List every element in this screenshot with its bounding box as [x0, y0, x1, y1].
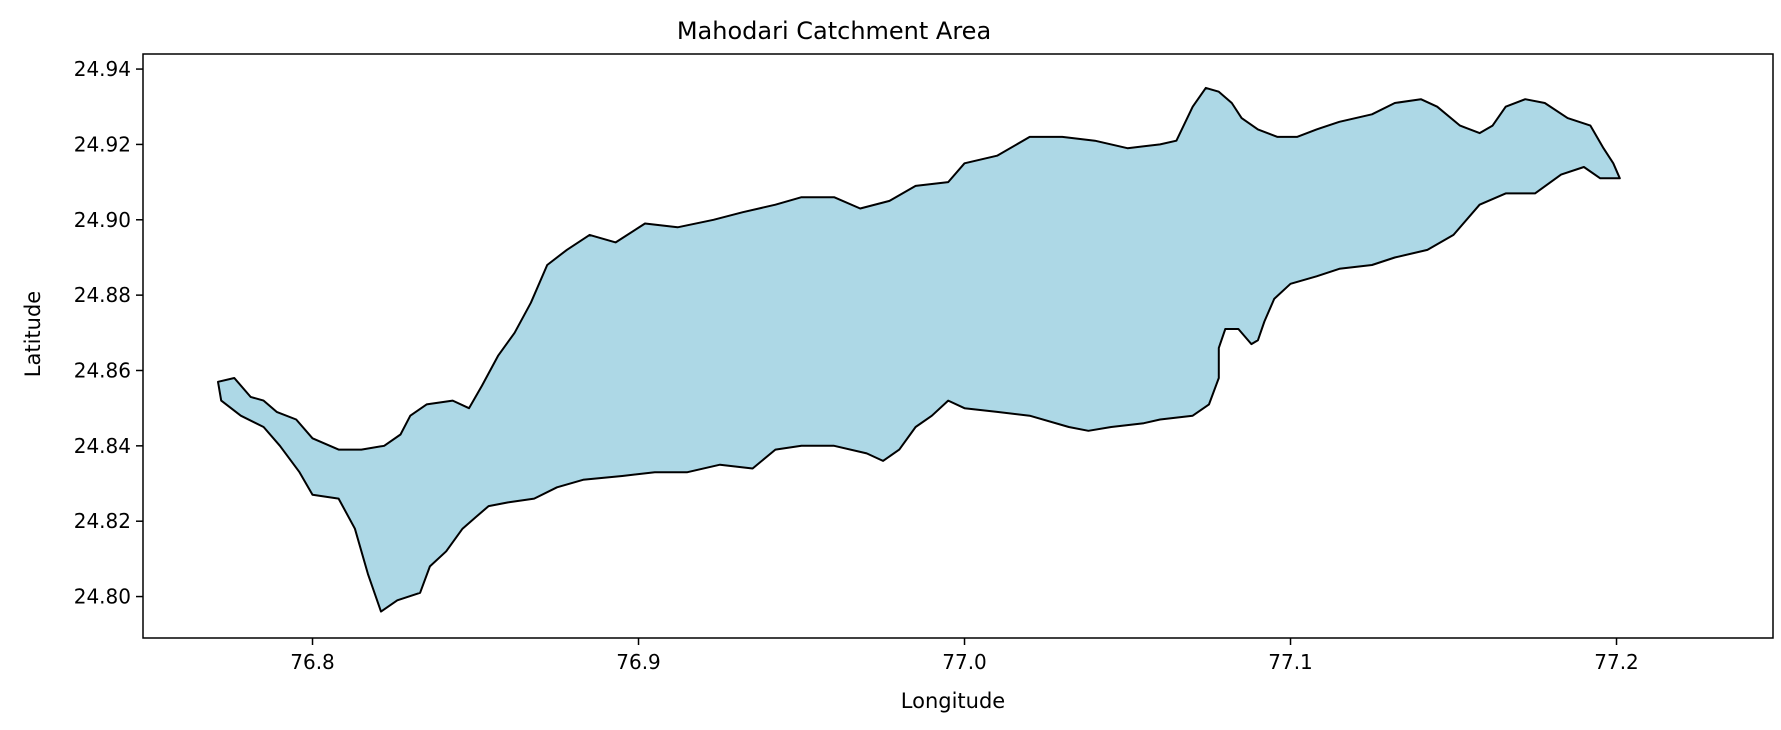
y-tick-label: 24.86 — [74, 358, 131, 382]
y-tick-label: 24.84 — [74, 434, 131, 458]
y-axis-label: Latitude — [21, 291, 45, 377]
y-tick-label: 24.92 — [74, 132, 131, 156]
x-axis: 76.8 76.9 77.0 77.1 77.2 — [290, 638, 1639, 674]
y-tick-label: 24.90 — [74, 208, 131, 232]
axes-frame — [142, 53, 1774, 639]
y-tick-label: 24.82 — [74, 509, 131, 533]
y-axis: 24.80 24.82 24.84 24.86 24.88 24.90 24.92 24.94 — [74, 57, 143, 609]
chart-title: Mahodari Catchment Area — [677, 17, 991, 45]
x-tick-label: 76.8 — [290, 650, 335, 674]
plot-area — [217, 86, 1621, 613]
x-axis-label: Longitude — [901, 689, 1005, 713]
x-tick-label: 76.9 — [616, 650, 661, 674]
y-tick-label: 24.94 — [74, 57, 131, 81]
x-tick-label: 77.2 — [1594, 650, 1639, 674]
y-tick-label: 24.80 — [74, 585, 131, 609]
catchment-polygon — [217, 86, 1621, 613]
x-tick-label: 77.1 — [1268, 650, 1313, 674]
y-tick-label: 24.88 — [74, 283, 131, 307]
x-tick-label: 77.0 — [942, 650, 987, 674]
